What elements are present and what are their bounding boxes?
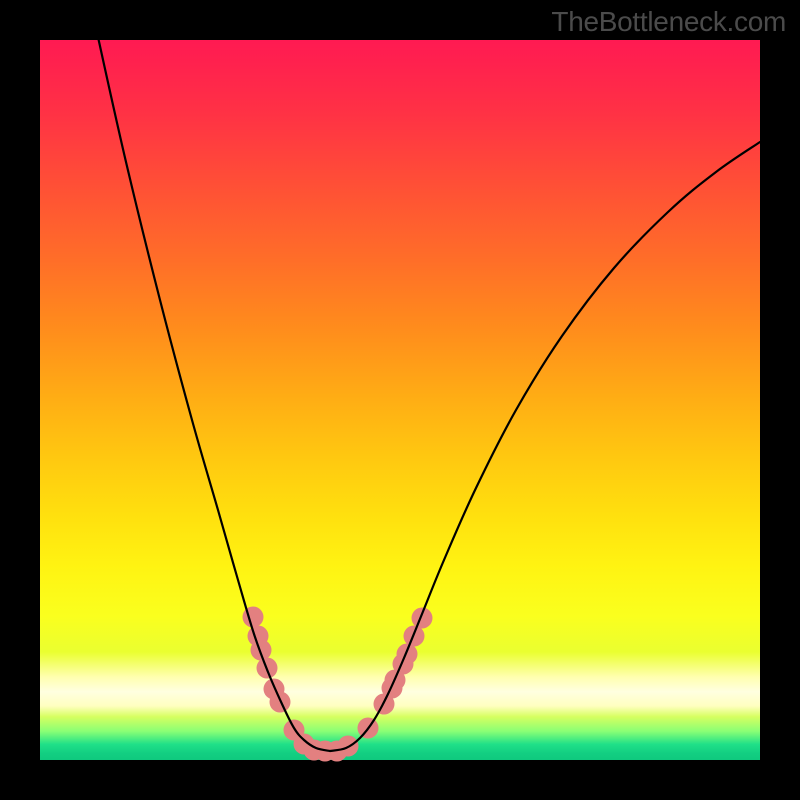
data-marker bbox=[412, 608, 433, 629]
data-marker bbox=[251, 640, 272, 661]
curve-layer bbox=[40, 40, 760, 760]
plot-area bbox=[40, 40, 760, 760]
v-curve bbox=[96, 28, 760, 751]
markers-group bbox=[243, 607, 433, 762]
data-marker bbox=[397, 644, 418, 665]
watermark-text: TheBottleneck.com bbox=[551, 6, 786, 38]
